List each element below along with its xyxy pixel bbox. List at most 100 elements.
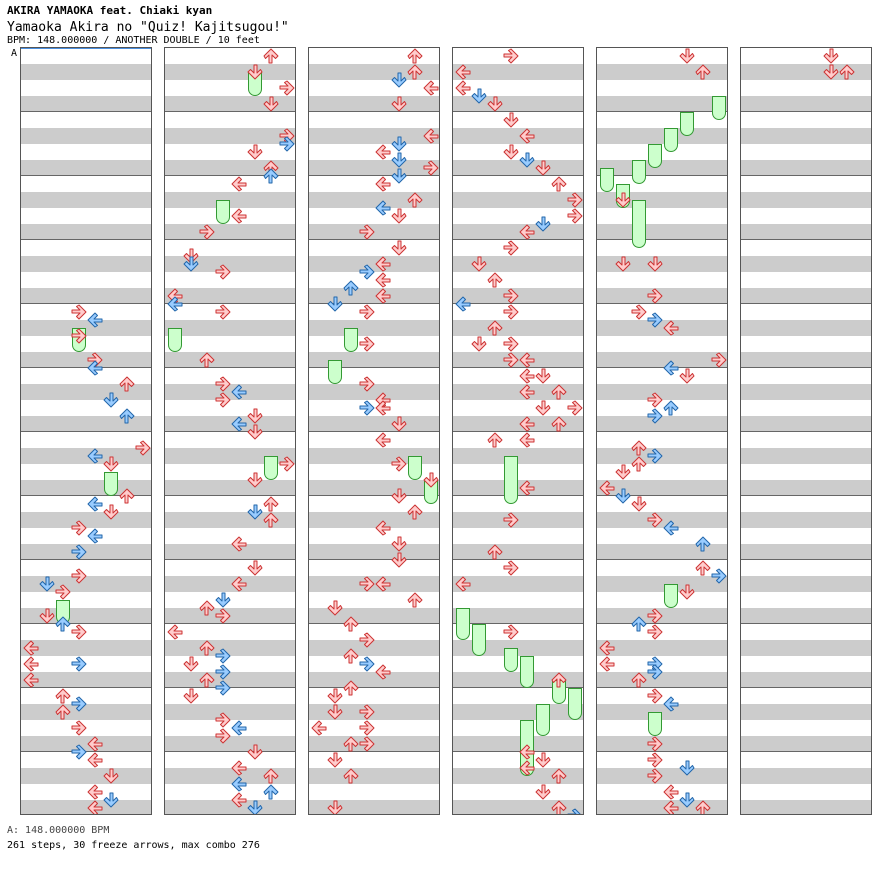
down-arrow-icon [391,96,407,116]
up-arrow-icon [263,496,279,516]
left-arrow-icon [519,744,535,764]
measure-line [309,431,439,432]
left-arrow-icon [663,696,679,716]
up-arrow-icon [343,736,359,756]
right-arrow-icon [647,408,663,428]
left-arrow-icon [231,720,247,740]
down-arrow-icon [327,704,343,724]
measure-line [21,687,151,688]
up-arrow-icon [631,672,647,692]
measure-line [21,431,151,432]
measure-line [21,303,151,304]
left-arrow-icon [455,576,471,596]
down-arrow-icon [823,64,839,84]
right-arrow-icon [503,48,519,68]
left-arrow-icon [87,496,103,516]
down-arrow-icon [391,208,407,228]
freeze-arrow [472,624,486,656]
up-arrow-icon [343,648,359,668]
down-arrow-icon [535,160,551,180]
measure-line [741,367,871,368]
right-arrow-icon [71,520,87,540]
measure-line [453,559,583,560]
down-arrow-icon [615,192,631,212]
up-arrow-icon [343,616,359,636]
left-arrow-icon [231,536,247,556]
left-arrow-icon [519,352,535,372]
left-arrow-icon [87,784,103,804]
freeze-arrow [504,456,518,504]
measure-line [741,431,871,432]
up-arrow-icon [199,640,215,660]
measure-line [165,111,295,112]
down-arrow-icon [391,536,407,556]
left-arrow-icon [519,432,535,452]
up-arrow-icon [631,440,647,460]
left-arrow-icon [455,296,471,316]
measure-line [453,367,583,368]
left-arrow-icon [599,480,615,500]
freeze-arrow [520,656,534,688]
left-arrow-icon [663,320,679,340]
down-arrow-icon [631,496,647,516]
left-arrow-icon [231,576,247,596]
measure-line [597,367,727,368]
chart-column-1 [20,47,152,815]
up-arrow-icon [631,456,647,476]
chart-artist: AKIRA YAMAOKA feat. Chiaki kyan [7,4,213,17]
right-arrow-icon [215,664,231,684]
right-arrow-icon [647,608,663,628]
right-arrow-icon [503,240,519,260]
measure-line [453,175,583,176]
right-arrow-icon [279,136,295,156]
freeze-arrow [648,712,662,736]
down-arrow-icon [503,112,519,132]
right-arrow-icon [71,656,87,676]
down-arrow-icon [679,48,695,68]
measure-line [165,175,295,176]
freeze-arrow [632,160,646,184]
left-arrow-icon [599,640,615,660]
left-arrow-icon [231,416,247,436]
measure-line [597,623,727,624]
down-arrow-icon [391,136,407,156]
chart-column-5 [596,47,728,815]
right-arrow-icon [567,400,583,420]
left-arrow-icon [375,392,391,412]
measure-line [741,303,871,304]
left-arrow-icon [87,312,103,332]
left-arrow-icon [311,720,327,740]
down-arrow-icon [247,144,263,164]
left-arrow-icon [375,200,391,220]
down-arrow-icon [327,752,343,772]
chart-title: Yamaoka Akira no "Quiz! Kajitsugou!" [7,20,289,35]
right-arrow-icon [71,568,87,588]
right-arrow-icon [279,456,295,476]
down-arrow-icon [327,296,343,316]
down-arrow-icon [535,784,551,804]
freeze-arrow [344,328,358,352]
right-arrow-icon [567,192,583,212]
left-arrow-icon [87,736,103,756]
up-arrow-icon [263,168,279,188]
measure-line [309,239,439,240]
right-arrow-icon [647,768,663,788]
left-arrow-icon [231,792,247,812]
right-arrow-icon [215,392,231,412]
right-arrow-icon [215,648,231,668]
measure-line [453,239,583,240]
measure-line [21,623,151,624]
left-arrow-icon [23,640,39,660]
measure-line [165,303,295,304]
down-arrow-icon [535,368,551,388]
freeze-arrow [648,144,662,168]
right-arrow-icon [215,376,231,396]
up-arrow-icon [551,384,567,404]
up-arrow-icon [407,592,423,612]
right-arrow-icon [71,696,87,716]
right-arrow-icon [71,304,87,324]
up-arrow-icon [487,432,503,452]
down-arrow-icon [103,456,119,476]
right-arrow-icon [647,448,663,468]
down-arrow-icon [391,168,407,188]
